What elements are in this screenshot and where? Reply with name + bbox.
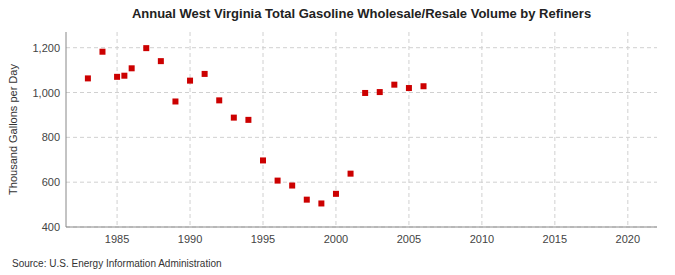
x-grid-line: [335, 32, 336, 227]
data-point: 2005: 1020: [406, 85, 412, 91]
data-point: 1994: 878: [245, 117, 251, 123]
x-grid-line: [554, 32, 555, 227]
y-tick-label: 800: [42, 131, 60, 143]
x-tick-label: 2005: [397, 233, 421, 245]
points: 1983: 1063 1984: 1182 1985: 10701985.5: 10…: [85, 45, 427, 206]
source-note: Source: U.S. Energy Information Administ…: [12, 258, 222, 269]
y-tick-label: 1,000: [32, 87, 60, 99]
y-grid-line: [66, 227, 657, 228]
data-point: 1983: 1063: [85, 75, 91, 81]
x-tick-label: 1995: [251, 233, 275, 245]
data-point: 2000: 548: [333, 191, 339, 197]
data-point: 1989: 960: [172, 98, 178, 104]
x-tick-label: 2010: [470, 233, 494, 245]
x-tick-label: 1985: [105, 233, 129, 245]
x-grid-line: [481, 32, 482, 227]
data-point: 1986: 1108: [129, 65, 135, 71]
x-grid-line: [408, 32, 409, 227]
data-point: 1985: 1070: [114, 74, 120, 80]
data-point: 1995: 697: [260, 157, 266, 163]
data-point: 2006: 1028: [421, 83, 427, 89]
y-grid-line: [66, 137, 657, 138]
data-point: 1993: 888: [231, 115, 237, 121]
y-axis-line: [66, 32, 67, 227]
data-point: 1987: 1198: [143, 45, 149, 51]
data-point: 1999: 505: [318, 200, 324, 206]
data-point: 1998: 522: [304, 197, 310, 203]
y-tick-label: 1,200: [32, 42, 60, 54]
chart-svg: Annual West Virginia Total Gasoline Whol…: [0, 0, 675, 275]
data-point: 2004: 1035: [391, 82, 397, 88]
y-tick-label: 400: [42, 221, 60, 233]
x-grid-line: [263, 32, 264, 227]
data-point: 1997: 585: [289, 183, 295, 189]
data-point: 1991: 1083: [202, 71, 208, 77]
x-grid-line: [190, 32, 191, 227]
data-point: 1990: 1053: [187, 78, 193, 84]
data-point: 1988: 1140: [158, 58, 164, 64]
x-tick-label: 1990: [178, 233, 202, 245]
x-tick-label: 2015: [543, 233, 567, 245]
y-grid-line: [66, 47, 657, 48]
chart-container: Annual West Virginia Total Gasoline Whol…: [0, 0, 675, 275]
data-point: 1984: 1182: [99, 49, 105, 55]
data-point: 2001: 638: [348, 171, 354, 177]
y-grid-line: [66, 182, 657, 183]
x-tick-label: 2000: [324, 233, 348, 245]
x-grid-line: [117, 32, 118, 227]
y-grid-line: [66, 92, 657, 93]
x-grid-line: [627, 32, 628, 227]
data-point: 1985.5: 1075: [121, 73, 127, 79]
grid: [66, 32, 657, 227]
y-axis-label: Thousand Gallons per Day: [7, 64, 19, 195]
data-point: 2002: 998: [362, 90, 368, 96]
axes: 400 600 800 1,000 1,200 1985 1990 1995 2000 2005 2…: [32, 32, 657, 245]
x-axis-line: [66, 227, 657, 228]
data-point: 2003: 1002: [377, 89, 383, 95]
x-tick-label: 2020: [616, 233, 640, 245]
chart-title: Annual West Virginia Total Gasoline Whol…: [132, 6, 591, 21]
y-tick-label: 600: [42, 176, 60, 188]
data-point: 1996: 607: [275, 178, 281, 184]
data-point: 1992: 965: [216, 97, 222, 103]
